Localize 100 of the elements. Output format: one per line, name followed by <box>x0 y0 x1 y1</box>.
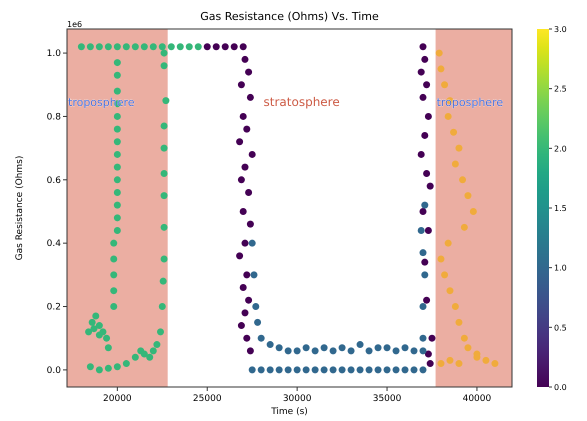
point <box>420 249 426 256</box>
point <box>421 202 428 209</box>
point <box>212 43 220 50</box>
point <box>455 318 462 326</box>
point <box>418 68 425 76</box>
point <box>460 224 468 231</box>
point <box>356 341 364 348</box>
point <box>402 344 409 352</box>
point <box>420 334 426 342</box>
point <box>464 344 472 352</box>
point <box>245 68 252 76</box>
point <box>460 334 468 342</box>
color-bar-label: 1.0 <box>554 264 567 273</box>
point <box>423 81 430 88</box>
point <box>418 150 425 158</box>
point <box>437 65 444 72</box>
point <box>446 287 454 294</box>
point <box>320 366 328 374</box>
point <box>410 347 418 354</box>
point <box>240 43 247 50</box>
point <box>222 43 229 50</box>
point <box>242 309 248 316</box>
point <box>242 240 248 247</box>
x-tick-label: 35000 <box>372 394 402 404</box>
band-label: troposphere <box>436 96 504 109</box>
point <box>240 284 247 292</box>
x-tick-label: 30000 <box>282 394 312 404</box>
point <box>392 366 400 374</box>
point <box>446 356 454 364</box>
point <box>374 366 382 374</box>
point <box>230 43 238 50</box>
y-tick-label: 0.6 <box>46 176 62 186</box>
annotation: stratosphere <box>264 95 340 109</box>
point <box>420 303 426 310</box>
point <box>356 366 364 374</box>
y-tick-label: 0.0 <box>46 366 62 376</box>
point <box>374 344 382 352</box>
point <box>450 128 458 136</box>
point <box>452 303 459 310</box>
color-bar-label: 1.5 <box>554 204 567 213</box>
point <box>238 322 245 330</box>
point <box>258 334 265 342</box>
point <box>418 226 425 234</box>
point <box>392 347 400 354</box>
point <box>491 360 498 368</box>
y-axis-title: Gas Resistance (Ohms) <box>15 156 25 260</box>
point <box>320 344 328 352</box>
point <box>424 350 432 358</box>
point <box>245 296 252 304</box>
point <box>330 366 337 374</box>
point <box>452 160 459 168</box>
point <box>243 126 250 133</box>
point <box>243 334 250 342</box>
chart-title: Gas Resistance (Ohms) Vs. Time <box>200 10 380 23</box>
point <box>426 360 434 368</box>
point <box>455 360 462 368</box>
point <box>384 366 391 374</box>
point <box>482 356 490 364</box>
point <box>348 366 355 374</box>
point <box>254 318 262 326</box>
x-tick-label: 40000 <box>462 394 492 404</box>
point <box>444 112 452 120</box>
point <box>366 347 373 354</box>
point <box>426 182 434 190</box>
point <box>423 296 430 304</box>
point <box>421 56 428 63</box>
point <box>470 208 477 215</box>
point <box>312 366 319 374</box>
point <box>444 240 452 247</box>
color-bar-label: 0.5 <box>554 323 567 332</box>
point <box>246 220 254 228</box>
color-bar-label: 2.5 <box>554 84 567 94</box>
point <box>248 150 256 158</box>
point <box>302 344 310 352</box>
point <box>402 366 409 374</box>
point <box>250 271 258 278</box>
point <box>204 43 211 50</box>
x-axis-title: Time (s) <box>270 407 308 417</box>
x-tick-label: 25000 <box>192 394 222 404</box>
point <box>242 56 248 63</box>
point <box>421 258 428 266</box>
point <box>410 366 418 374</box>
point <box>424 226 432 234</box>
color-bar-label: 3.0 <box>554 25 567 34</box>
point <box>284 347 292 354</box>
point <box>312 347 319 354</box>
point <box>424 112 432 120</box>
point <box>238 81 245 88</box>
y-tick-label: 0.4 <box>46 239 62 250</box>
point <box>240 208 247 215</box>
point <box>459 176 466 184</box>
y-tick-label: 0.8 <box>46 112 62 122</box>
point <box>276 344 283 352</box>
point <box>276 366 283 374</box>
point <box>258 366 265 374</box>
point <box>366 366 373 374</box>
point <box>338 344 346 352</box>
point <box>455 144 462 152</box>
point <box>238 176 245 184</box>
point <box>428 334 436 342</box>
